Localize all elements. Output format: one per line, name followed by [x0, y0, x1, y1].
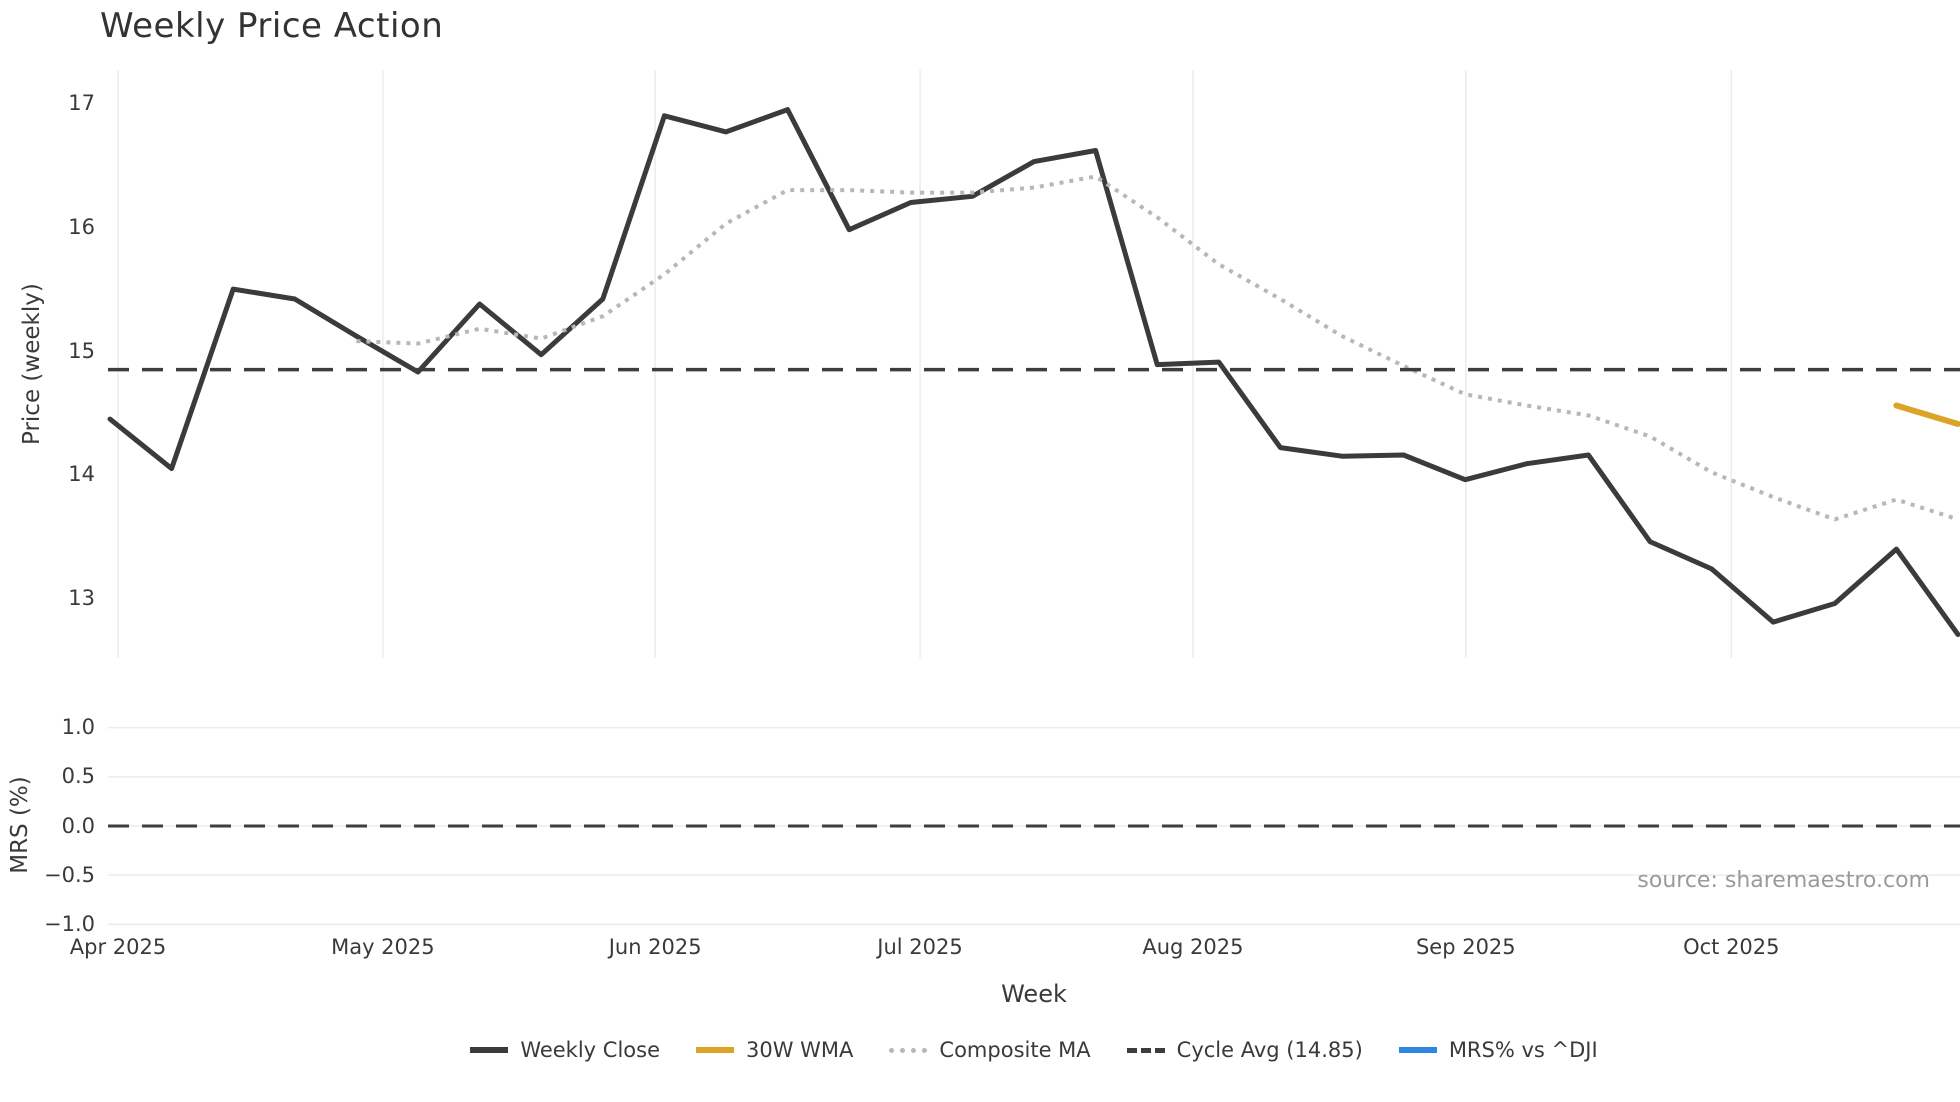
month-tick-label: Jul 2025 — [877, 935, 963, 959]
month-tick-label: Jun 2025 — [608, 935, 702, 959]
price-axis-label: Price (weekly) — [19, 283, 45, 445]
page-title: Weekly Price Action — [100, 6, 444, 46]
chart-legend: Weekly Close 30W WMA Composite MA Cycle Avg… — [108, 1038, 1960, 1062]
legend-item: Weekly Close — [470, 1038, 660, 1062]
mrs-tick-label: −1.0 — [44, 911, 95, 936]
price-tick-label: 13 — [68, 586, 95, 611]
month-tick-label: Oct 2025 — [1683, 935, 1780, 959]
legend-swatch-solid-icon — [696, 1047, 734, 1053]
x-axis-label: Week — [1001, 980, 1067, 1008]
source-note: source: sharemaestro.com — [1637, 868, 1930, 893]
price-tick-label: 17 — [68, 90, 95, 115]
price-tick-label: 15 — [68, 338, 95, 363]
legend-label: Weekly Close — [520, 1038, 660, 1062]
mrs-tick-label: 0.0 — [61, 813, 95, 838]
mrs-tick-label: 1.0 — [61, 715, 95, 740]
month-tick-label: May 2025 — [331, 935, 435, 959]
legend-label: Cycle Avg (14.85) — [1176, 1038, 1363, 1062]
month-tick-label: Aug 2025 — [1142, 935, 1244, 959]
legend-item: Composite MA — [889, 1038, 1091, 1062]
price-tick-label: 14 — [68, 462, 95, 487]
legend-label: Composite MA — [939, 1038, 1091, 1062]
legend-swatch-dashed-icon — [1126, 1047, 1165, 1053]
30w-wma-line — [1893, 402, 1960, 427]
legend-item: Cycle Avg (14.85) — [1126, 1038, 1363, 1062]
legend-swatch-dotted-icon — [889, 1047, 928, 1053]
legend-swatch-solid-icon — [470, 1047, 509, 1053]
price-tick-label: 16 — [68, 214, 95, 239]
legend-item: 30W WMA — [696, 1038, 853, 1062]
weekly-close-line — [107, 107, 1960, 637]
legend-label: MRS% vs ^DJI — [1448, 1038, 1598, 1062]
month-tick-label: Apr 2025 — [69, 935, 167, 959]
month-tick-label: Sep 2025 — [1415, 935, 1516, 959]
legend-item: MRS% vs ^DJI — [1398, 1038, 1598, 1062]
mrs-tick-label: −0.5 — [44, 862, 95, 887]
mrs-tick-label: 0.5 — [61, 764, 95, 789]
composite-ma-line — [356, 174, 1959, 522]
legend-label: 30W WMA — [746, 1038, 854, 1062]
legend-swatch-solid-icon — [1398, 1047, 1437, 1053]
